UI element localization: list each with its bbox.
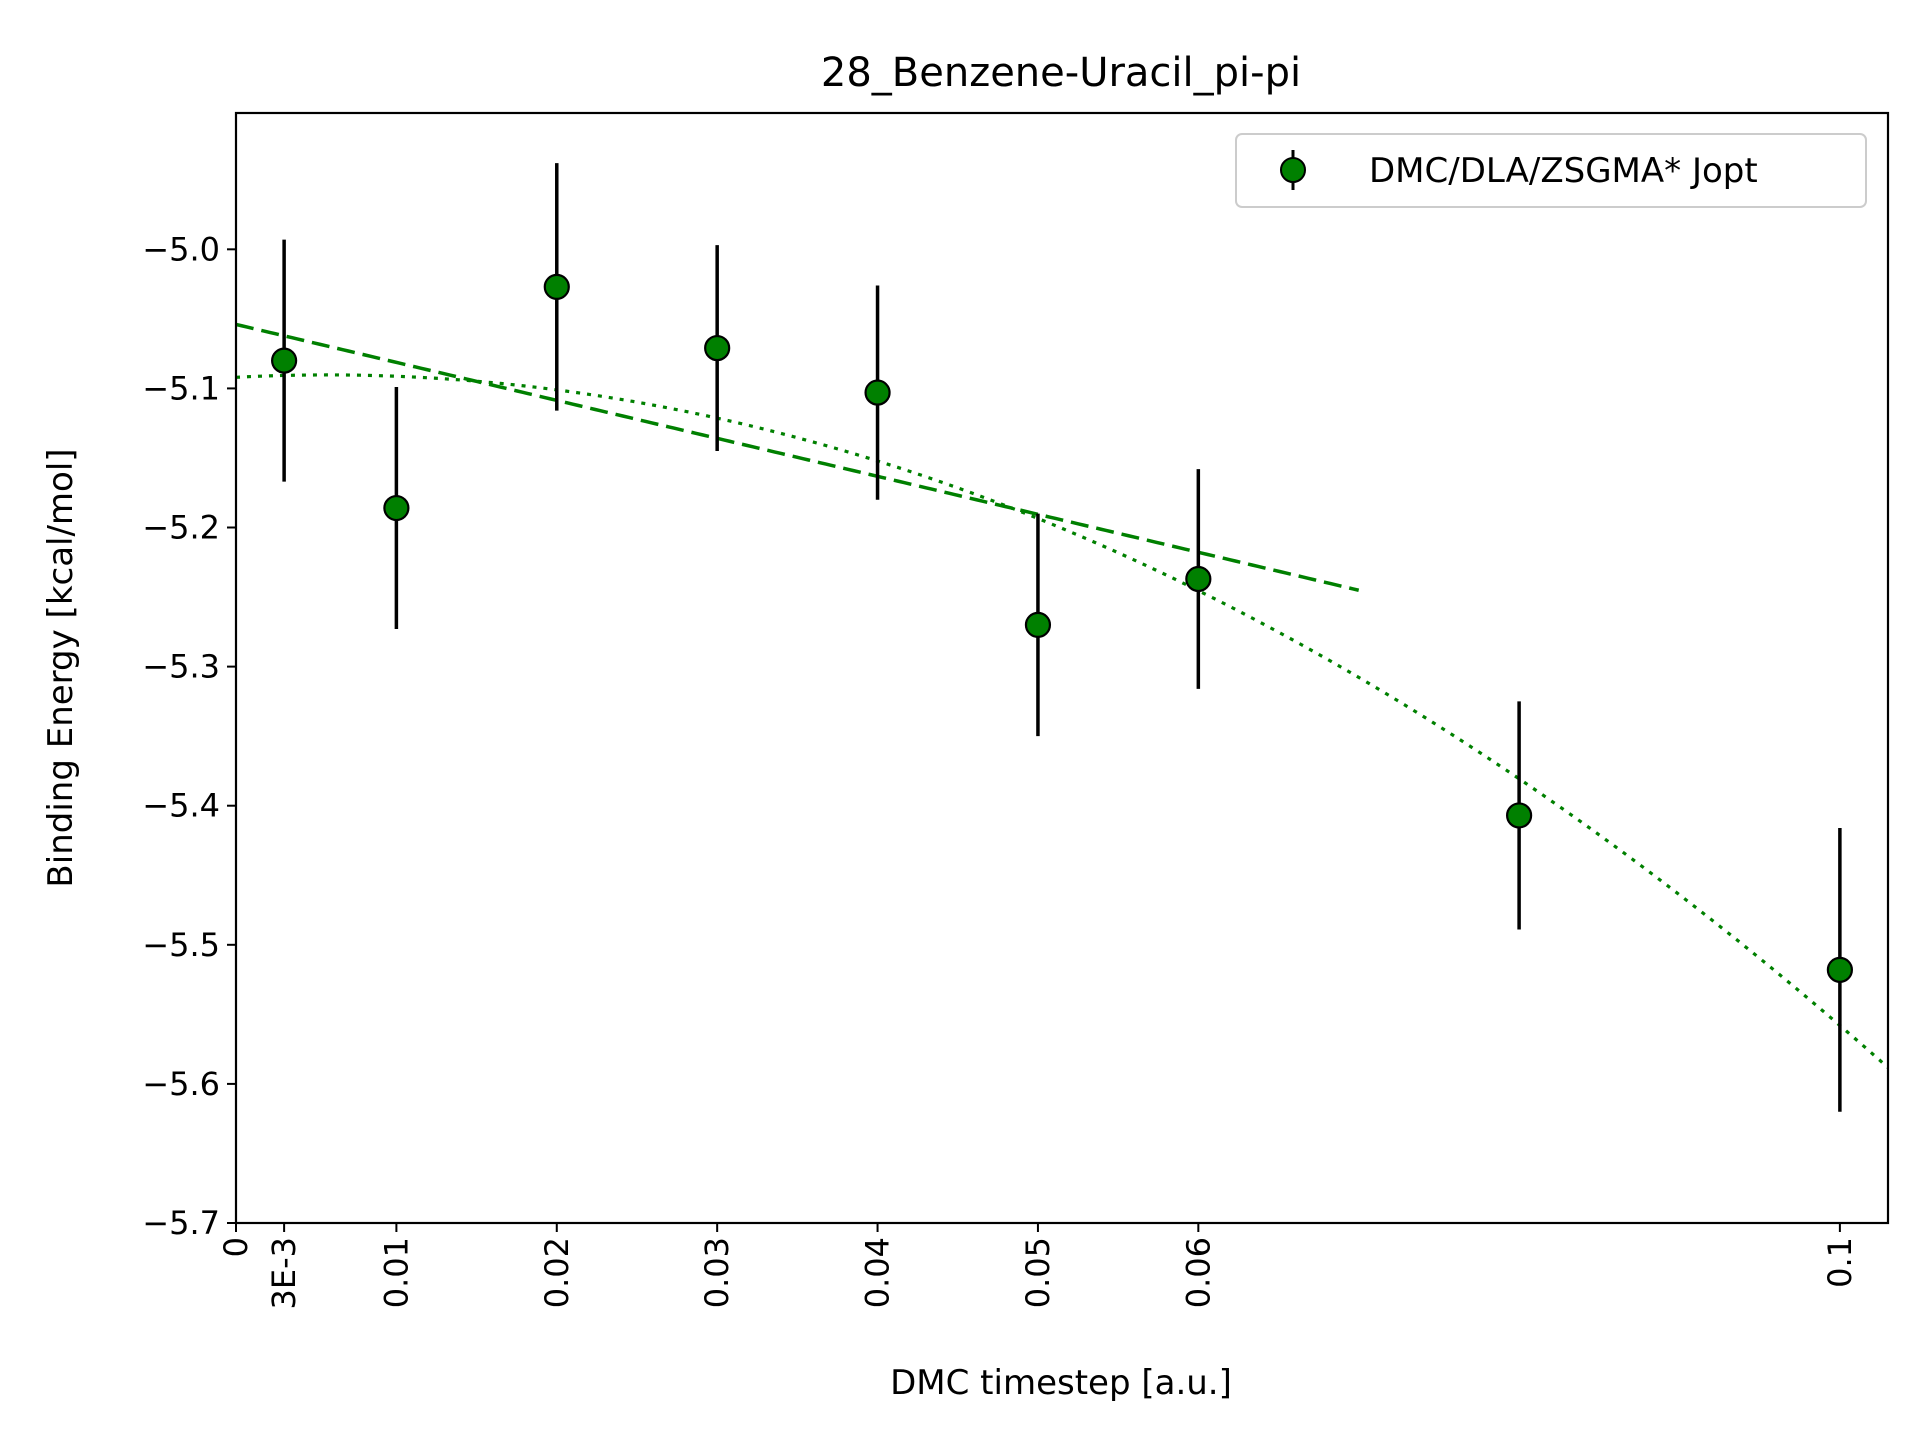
y-tick-label: −5.0 <box>142 230 220 268</box>
data-point <box>1185 565 1212 593</box>
data-point <box>864 379 891 406</box>
data-point <box>1506 802 1533 829</box>
chart-title: 28_Benzene-Uracil_pi-pi <box>821 50 1301 96</box>
x-axis-label: DMC timestep [a.u.] <box>890 1363 1232 1403</box>
legend-box <box>1235 133 1867 208</box>
x-tick-label: 0.02 <box>538 1237 576 1308</box>
y-tick-label: −5.2 <box>142 509 220 547</box>
x-tick-label: 0.03 <box>698 1237 736 1308</box>
fit-line-quadratic <box>236 373 1888 1069</box>
y-tick-label: −5.1 <box>142 369 220 407</box>
data-point <box>543 273 570 300</box>
fit-line-linear <box>236 322 1360 592</box>
x-tick-label: 0 <box>217 1237 255 1257</box>
data-point <box>271 347 298 374</box>
data-point <box>383 494 410 522</box>
x-tick-label: 0.06 <box>1179 1237 1217 1308</box>
plot-area <box>236 163 1888 1112</box>
y-axis-label: Binding Energy [kcal/mol] <box>41 448 81 887</box>
x-tick-label: 0.01 <box>377 1237 415 1308</box>
data-point <box>704 334 731 362</box>
y-tick-label: −5.6 <box>142 1065 220 1103</box>
legend-label: DMC/DLA/ZSGMA* Jopt <box>1369 151 1758 191</box>
x-tick-label: 0.1 <box>1821 1237 1859 1288</box>
legend-point-marker <box>1280 157 1306 183</box>
y-tick-label: −5.5 <box>142 926 220 964</box>
x-tick-label: 3E-3 <box>265 1237 303 1309</box>
x-tick-label: 0.04 <box>859 1237 897 1308</box>
x-tick-label: 0.05 <box>1019 1237 1057 1308</box>
data-point <box>1826 956 1853 983</box>
data-point <box>1024 611 1052 638</box>
y-tick-label: −5.3 <box>142 648 220 686</box>
y-tick-label: −5.7 <box>142 1204 220 1242</box>
plot-frame <box>234 111 1890 1225</box>
legend: DMC/DLA/ZSGMA* Jopt <box>1235 133 1867 208</box>
y-tick-label: −5.4 <box>142 787 220 825</box>
x-axis: 0 3E-3 0.01 0.02 0.03 0.04 0.05 0.06 0.1 <box>217 1223 1859 1309</box>
y-axis: −5.0 −5.1 −5.2 −5.3 −5.4 −5.5 −5.6 −5.7 <box>142 230 236 1242</box>
